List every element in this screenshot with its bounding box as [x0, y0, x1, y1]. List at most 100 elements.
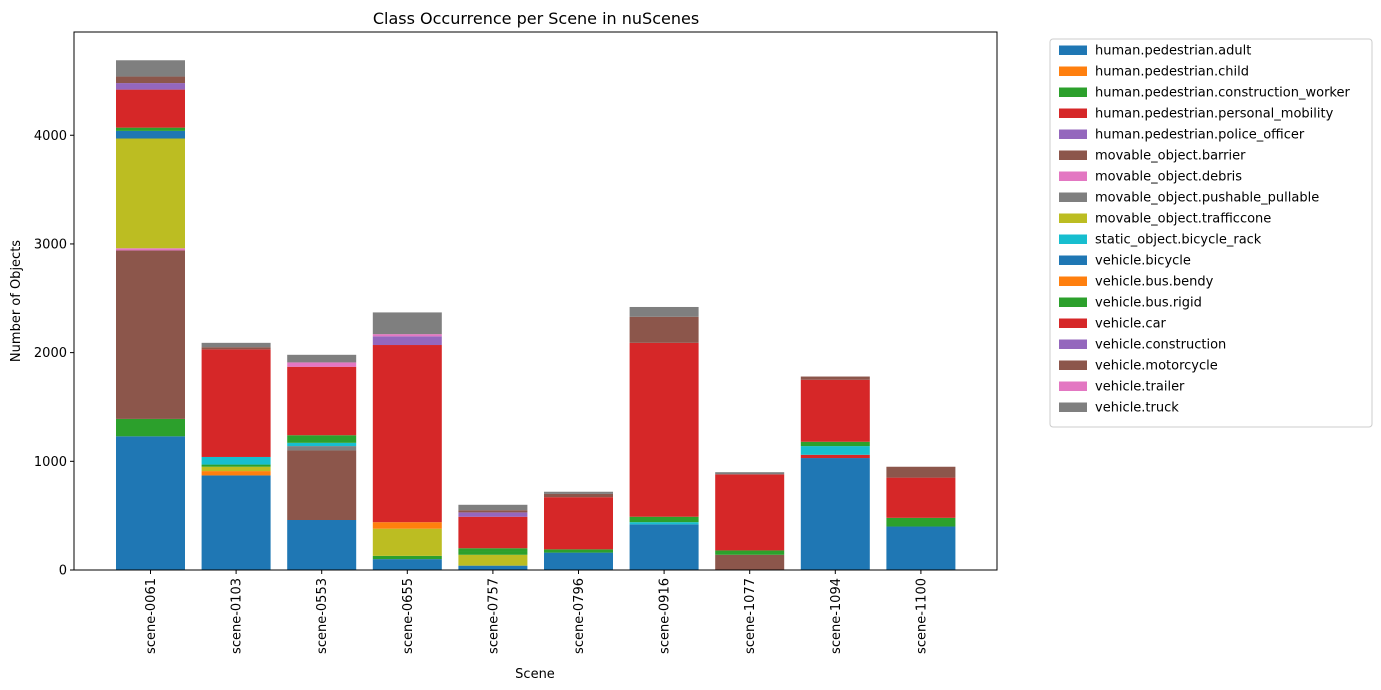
legend-label: vehicle.bus.rigid	[1095, 296, 1202, 311]
legend-swatch	[1059, 192, 1087, 202]
x-tick-label: scene-1077	[743, 578, 758, 654]
bar-segment-scene-0061-7	[116, 89, 185, 128]
bar-segment-scene-0553-0	[287, 520, 357, 570]
bar-segment-scene-0061-4	[116, 138, 185, 249]
legend-label: human.pedestrian.child	[1095, 65, 1249, 80]
bar-segment-scene-0757-3	[458, 548, 528, 552]
legend-label: vehicle.truck	[1095, 401, 1179, 416]
bar-segment-scene-1094-4	[800, 379, 870, 442]
legend: human.pedestrian.adult human.pedestrian.c…	[1049, 38, 1373, 428]
bar-segment-scene-0553-4	[287, 435, 357, 443]
legend-label: vehicle.trailer	[1095, 380, 1185, 395]
x-tick-label: scene-0757	[486, 578, 501, 654]
legend-label: human.pedestrian.personal_mobility	[1095, 107, 1334, 122]
y-tick-label: 2000	[34, 346, 67, 361]
y-tick-label: 3000	[34, 237, 67, 252]
legend-swatch	[1059, 129, 1087, 139]
bar-segment-scene-0553-5	[287, 366, 357, 436]
legend-label: movable_object.debris	[1095, 170, 1242, 185]
legend-swatch	[1059, 108, 1087, 118]
bar-segment-scene-0553-3	[287, 442, 357, 447]
x-tick-label: scene-0796	[572, 578, 587, 654]
x-axis: scene-0061 scene-0103 scene-0553 scene-0655…	[144, 570, 929, 654]
bar-segment-scene-0655-0	[372, 559, 442, 570]
y-axis: 0 1000 2000 3000 4000	[34, 129, 74, 579]
bar-segment-scene-0916-2	[629, 516, 699, 523]
bar-segment-scene-1094-1	[800, 454, 870, 459]
bar-segment-scene-1100-0	[886, 526, 956, 570]
y-axis-label: Number of Objects	[9, 240, 24, 362]
bar-segment-scene-0655-6	[372, 334, 442, 337]
y-tick-label: 0	[59, 564, 67, 579]
legend-swatch	[1059, 213, 1087, 223]
bar-segment-scene-1077-2	[715, 474, 785, 551]
x-tick-label: scene-1094	[829, 578, 844, 654]
y-tick-label: 1000	[34, 455, 67, 470]
bar-segment-scene-0061-9	[116, 76, 185, 84]
x-tick-label: scene-0103	[230, 578, 245, 654]
x-tick-label: scene-0061	[144, 578, 159, 654]
chart-title: Class Occurrence per Scene in nuScenes	[373, 9, 699, 28]
legend-swatch	[1059, 318, 1087, 328]
bar-segment-scene-1094-2	[800, 446, 870, 455]
legend-swatch	[1059, 297, 1087, 307]
bar-segment-scene-1077-3	[715, 472, 785, 475]
bar-segment-scene-0553-7	[287, 354, 357, 363]
bar-segment-scene-0061-8	[116, 83, 185, 90]
bar-segment-scene-0061-1	[116, 418, 185, 437]
legend-label: vehicle.bicycle	[1095, 254, 1191, 269]
bar-segment-scene-0796-4	[544, 491, 613, 494]
bar-segment-scene-0103-3	[201, 464, 271, 467]
legend-label: vehicle.car	[1095, 317, 1167, 332]
bar-segment-scene-0061-10	[116, 60, 185, 77]
legend-swatch	[1059, 255, 1087, 265]
bar-segment-scene-0103-4	[201, 456, 271, 465]
bar-segment-scene-0103-6	[201, 347, 271, 350]
bar-segment-scene-1077-0	[715, 554, 785, 570]
legend-label: movable_object.trafficcone	[1095, 212, 1271, 227]
x-tick-label: scene-0655	[401, 578, 416, 654]
x-tick-label: scene-0916	[658, 578, 673, 654]
legend-label: human.pedestrian.construction_worker	[1095, 86, 1350, 101]
plot-frame	[73, 31, 998, 571]
bar-segment-scene-0757-2	[458, 551, 528, 555]
bar-segment-scene-1094-0	[800, 458, 870, 570]
x-tick-label: scene-0553	[315, 578, 330, 654]
legend-swatch	[1059, 339, 1087, 349]
bar-segment-scene-1094-5	[800, 376, 870, 380]
bar-segment-scene-1100-2	[886, 477, 956, 518]
bar-segment-scene-0061-3	[116, 248, 185, 251]
bar-segment-scene-0916-1	[629, 522, 699, 525]
bar-segment-scene-0757-5	[458, 512, 528, 517]
bar-segment-scene-0103-2	[201, 466, 271, 472]
bar-segment-scene-0103-0	[201, 475, 271, 570]
bar-segment-scene-0553-6	[287, 362, 357, 367]
legend-label: movable_object.barrier	[1095, 149, 1246, 164]
legend-label: vehicle.construction	[1095, 338, 1226, 353]
legend-swatch	[1059, 360, 1087, 370]
bar-segment-scene-1077-1	[715, 550, 785, 555]
bar-segment-scene-0061-6	[116, 127, 185, 131]
bar-segment-scene-0061-2	[116, 250, 185, 419]
x-tick-label: scene-1100	[914, 578, 929, 654]
bar-segment-scene-0655-7	[372, 312, 442, 335]
bar-segment-scene-0553-1	[287, 450, 357, 520]
legend-swatch	[1059, 171, 1087, 181]
legend-swatch	[1059, 381, 1087, 391]
legend-box	[1049, 38, 1373, 428]
bar-segment-scene-1094-3	[800, 441, 870, 447]
legend-swatch	[1059, 402, 1087, 412]
legend-swatch	[1059, 150, 1087, 160]
bar-segment-scene-0757-1	[458, 554, 528, 566]
bar-segment-scene-1100-3	[886, 466, 956, 478]
legend-swatch	[1059, 87, 1087, 97]
bar-segment-scene-1100-1	[886, 517, 956, 527]
bar-segment-scene-0916-0	[629, 524, 699, 570]
y-tick-label: 4000	[34, 129, 67, 144]
bar-segment-scene-0655-1	[372, 555, 442, 560]
bar-segment-scene-0916-4	[629, 316, 699, 343]
bar-segment-scene-0796-2	[544, 497, 613, 550]
bar-segment-scene-0796-1	[544, 549, 613, 553]
bar-segment-scene-0655-3	[372, 522, 442, 529]
